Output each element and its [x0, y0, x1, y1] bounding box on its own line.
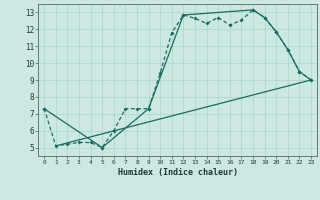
- X-axis label: Humidex (Indice chaleur): Humidex (Indice chaleur): [118, 168, 238, 177]
